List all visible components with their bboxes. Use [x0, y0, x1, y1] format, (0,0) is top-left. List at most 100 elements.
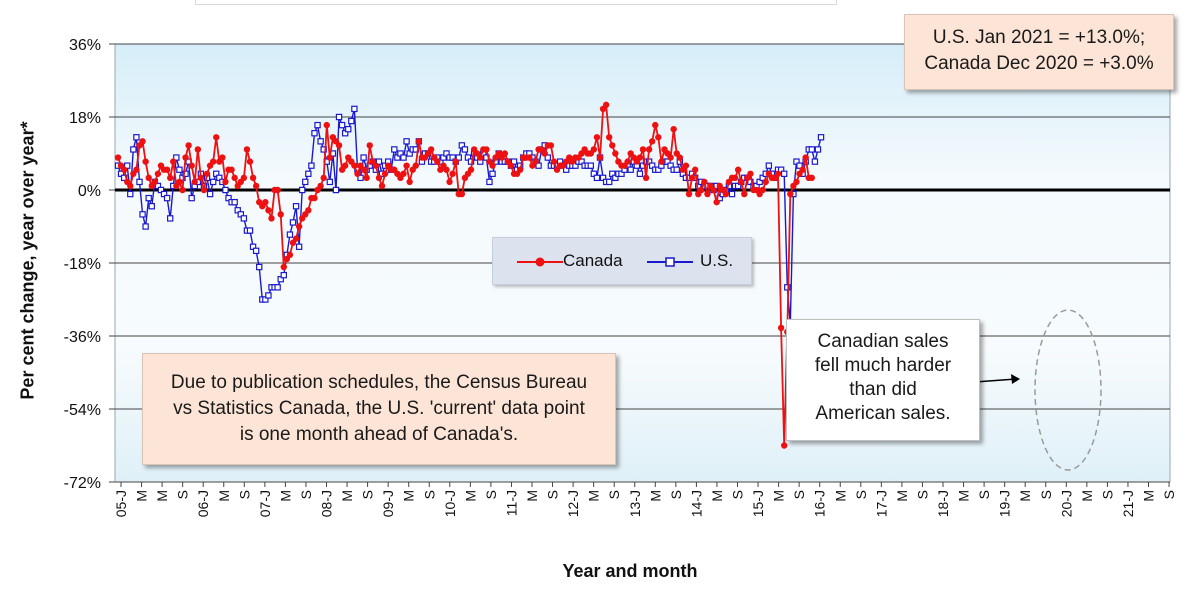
canada-point — [787, 190, 794, 198]
canada-point — [412, 162, 419, 169]
us-point — [286, 231, 294, 238]
x-tick-label: 21-J — [1120, 490, 1136, 517]
canada-point — [163, 166, 171, 173]
x-tick-label: S — [360, 490, 376, 499]
y-tick-label: 0% — [78, 183, 101, 200]
x-tick-label: 18-J — [935, 490, 951, 517]
canada-point — [449, 170, 456, 177]
us-point — [673, 166, 680, 173]
canada-point — [114, 154, 122, 161]
x-tick-label: M — [771, 490, 787, 502]
note-line: U.S. Jan 2021 = +13.0%; — [932, 27, 1146, 48]
canada-point — [648, 138, 656, 145]
canada-point — [593, 134, 601, 141]
us-point — [360, 154, 367, 161]
canada-point — [127, 182, 134, 190]
note-line: Canada Dec 2020 = +3.0% — [924, 53, 1154, 74]
canada-point — [477, 154, 484, 161]
x-tick-label: M — [401, 490, 417, 502]
canada-point — [738, 178, 745, 186]
us-point — [166, 215, 174, 222]
us-point — [124, 162, 131, 169]
canada-point — [685, 190, 693, 198]
x-tick-label: 08-J — [319, 490, 335, 517]
y-axis-title: Per cent change, year over year* — [17, 121, 38, 400]
canada-point — [292, 235, 300, 242]
canada-point — [341, 162, 349, 169]
canada-point — [381, 170, 389, 177]
x-tick-label: M — [709, 490, 725, 502]
us-point — [784, 284, 791, 291]
canada-point — [406, 178, 413, 186]
canada-point — [532, 158, 539, 165]
us-point — [391, 146, 398, 153]
canada-point — [139, 138, 146, 145]
canada-point — [228, 166, 235, 173]
us-point — [636, 170, 644, 177]
us-point — [535, 162, 542, 169]
canada-point — [403, 162, 410, 169]
us-point — [765, 162, 773, 169]
x-tick-label: M — [956, 490, 972, 502]
x-tick-label: S — [175, 490, 191, 499]
x-tick-label: S — [298, 490, 314, 499]
us-point — [510, 158, 518, 165]
us-point — [796, 162, 803, 169]
y-tick-label: -18% — [64, 256, 101, 273]
us-point — [326, 178, 334, 186]
x-tick-label: S — [853, 490, 869, 499]
us-point — [209, 178, 217, 186]
canada-point — [507, 162, 515, 169]
x-tick-label: M — [1079, 490, 1095, 502]
us-point — [274, 284, 281, 291]
us-point — [317, 138, 324, 145]
canada-point — [427, 146, 435, 153]
us-point — [127, 190, 134, 198]
x-tick-label: 13-J — [627, 490, 643, 517]
us-point — [299, 186, 306, 194]
x-tick-label: 20-J — [1058, 490, 1074, 517]
x-tick-label: S — [483, 490, 499, 499]
canada-point — [203, 170, 211, 177]
us-point — [240, 215, 248, 222]
canada-point — [191, 178, 198, 186]
canada-point — [747, 170, 754, 177]
canada-point — [240, 174, 248, 182]
canada-point — [320, 174, 327, 182]
legend-us-swatch — [647, 257, 693, 267]
us-point — [587, 162, 594, 169]
us-point — [176, 166, 183, 173]
canada-point — [652, 121, 659, 129]
note-line: American sales. — [815, 403, 951, 424]
y-tick-label: 36% — [69, 37, 101, 54]
us-point — [486, 178, 493, 186]
canada-point — [151, 178, 159, 186]
us-point — [489, 170, 496, 177]
us-point — [605, 178, 613, 186]
us-point — [148, 203, 155, 210]
canada-point — [645, 146, 653, 153]
us-point — [142, 223, 149, 230]
canadian-drop-note: Canadian sales fell much harder than did… — [786, 319, 980, 441]
us-point — [222, 186, 229, 194]
canada-point — [731, 174, 739, 182]
us-point — [133, 134, 140, 141]
y-tick-label: -36% — [64, 329, 101, 346]
canada-point — [219, 154, 226, 161]
canada-point — [243, 146, 251, 153]
canada-point — [777, 324, 785, 332]
us-point — [231, 198, 238, 206]
x-tick-label: 17-J — [873, 490, 889, 517]
canada-point — [142, 158, 149, 165]
canada-point — [351, 162, 358, 169]
canada-point — [612, 150, 619, 157]
us-point — [246, 227, 254, 234]
x-tick-label: 16-J — [812, 490, 828, 517]
canada-point — [335, 142, 343, 149]
us-point — [292, 203, 300, 210]
note-line: Due to publication schedules, the Census… — [170, 372, 588, 393]
canada-point — [774, 170, 782, 177]
canada-point — [734, 166, 742, 173]
us-point — [811, 158, 819, 165]
canada-point — [194, 146, 202, 153]
